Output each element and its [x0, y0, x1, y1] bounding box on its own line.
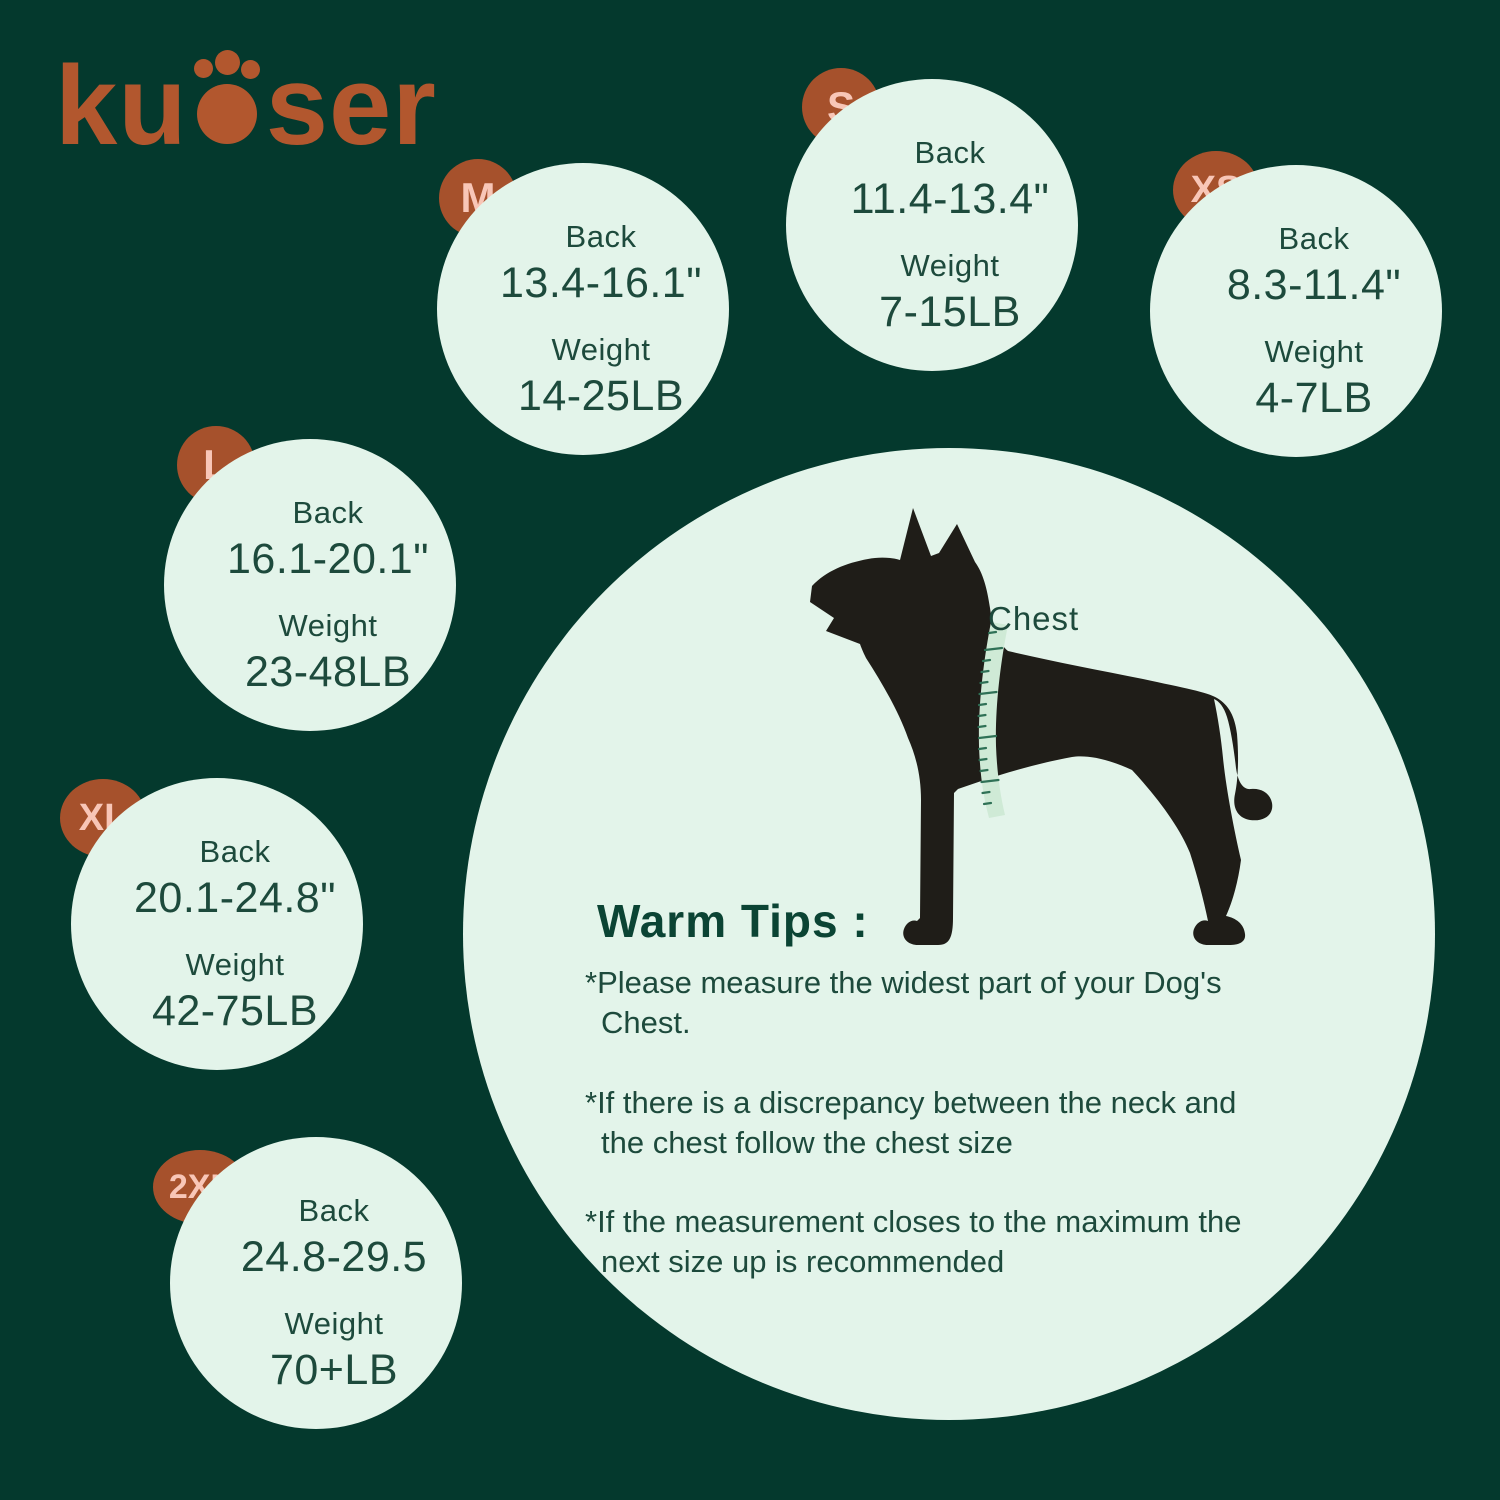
back-label: Back: [292, 495, 364, 530]
warm-tip-item: *Please measure the widest part of your …: [585, 965, 1222, 1041]
weight-label: Weight: [278, 608, 378, 643]
size-circle-2xl: Back 24.8-29.5 Weight 70+LB: [170, 1137, 462, 1429]
back-label: Back: [565, 219, 637, 254]
weight-value: 42-75LB: [151, 987, 319, 1035]
size-circle-l: Back 16.1-20.1" Weight 23-48LB: [164, 439, 456, 731]
weight-value: 4-7LB: [1255, 374, 1373, 422]
back-value: 24.8-29.5: [240, 1233, 428, 1281]
back-label: Back: [914, 135, 986, 170]
back-value: 11.4-13.4": [850, 175, 1050, 223]
brand-logo: ku ser: [55, 50, 437, 162]
warm-tip-item: *If the measurement closes to the maximu…: [585, 1204, 1242, 1280]
weight-value: 23-48LB: [244, 648, 412, 696]
size-circle-xl: Back 20.1-24.8" Weight 42-75LB: [71, 778, 363, 1070]
warm-tip-item: *If there is a discrepancy between the n…: [585, 1084, 1237, 1160]
back-label: Back: [1278, 221, 1350, 256]
dog-body: [810, 508, 1273, 945]
paw-icon: [193, 50, 260, 144]
back-label: Back: [298, 1193, 370, 1228]
weight-label: Weight: [284, 1306, 384, 1341]
back-value: 8.3-11.4": [1226, 261, 1402, 309]
dog-silhouette: [810, 508, 1273, 945]
weight-label: Weight: [551, 332, 651, 367]
weight-value: 14-25LB: [517, 372, 685, 420]
warm-tips-list: *Please measure the widest part of your …: [585, 963, 1257, 1322]
back-value: 16.1-20.1": [227, 535, 429, 583]
size-circle-s: Back 11.4-13.4" Weight 7-15LB: [786, 79, 1078, 371]
logo-text-ser: ser: [265, 43, 437, 168]
back-label: Back: [199, 834, 271, 869]
weight-label: Weight: [185, 947, 285, 982]
size-circle-xs: Back 8.3-11.4" Weight 4-7LB: [1150, 165, 1442, 457]
chest-label: Chest: [988, 600, 1080, 637]
weight-value: 7-15LB: [879, 288, 1021, 336]
weight-label: Weight: [900, 248, 1000, 283]
logo-text-ku: ku: [55, 43, 188, 168]
warm-tips-title: Warm Tips :: [597, 895, 869, 947]
weight-label: Weight: [1264, 334, 1364, 369]
size-circle-m: Back 13.4-16.1" Weight 14-25LB: [437, 163, 729, 455]
tape-ticks: [977, 630, 1004, 806]
back-value: 20.1-24.8": [134, 874, 336, 922]
back-value: 13.4-16.1": [500, 259, 702, 307]
weight-value: 70+LB: [269, 1346, 399, 1394]
